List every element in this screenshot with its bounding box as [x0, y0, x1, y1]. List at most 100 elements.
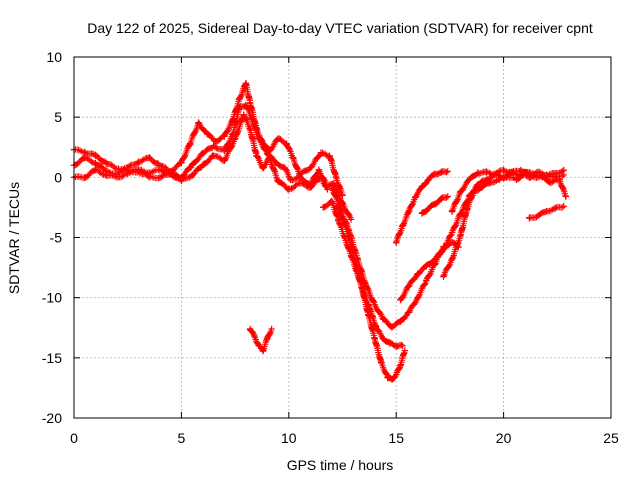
- data-point: [266, 154, 273, 162]
- data-point: [560, 171, 567, 179]
- data-point: [388, 323, 396, 330]
- data-point: [135, 168, 142, 175]
- data-point: [393, 342, 400, 349]
- data-point: [423, 263, 430, 270]
- data-point: [543, 171, 550, 179]
- data-point: [283, 140, 290, 147]
- data-point: [405, 308, 413, 316]
- data-series: [246, 325, 275, 355]
- data-point: [255, 342, 262, 349]
- data-point: [255, 135, 262, 143]
- data-point: [457, 210, 464, 217]
- data-point: [380, 316, 387, 323]
- data-point: [399, 342, 406, 349]
- data-point: [307, 183, 314, 191]
- data-point: [440, 246, 447, 253]
- data-point: [221, 133, 228, 140]
- data-point: [380, 335, 387, 342]
- data-point: [167, 170, 174, 177]
- data-point: [274, 135, 282, 143]
- data-point: [399, 222, 406, 229]
- data-point: [317, 174, 325, 181]
- data-point: [483, 176, 490, 183]
- data-point: [285, 186, 292, 193]
- data-point: [412, 193, 419, 200]
- data-point: [377, 359, 385, 366]
- data-point: [103, 159, 110, 167]
- data-point: [470, 188, 477, 195]
- data-point: [337, 205, 344, 212]
- data-point: [287, 176, 295, 183]
- y-tick-label: 10: [46, 49, 62, 65]
- data-point: [246, 325, 254, 333]
- data-point: [268, 325, 275, 333]
- data-point: [414, 294, 421, 301]
- data-point: [371, 335, 378, 342]
- data-point: [113, 174, 121, 181]
- data-point: [448, 207, 456, 215]
- data-point: [393, 371, 400, 378]
- data-point: [195, 119, 202, 127]
- data-point: [365, 311, 372, 318]
- data-point: [332, 174, 340, 181]
- data-point: [508, 169, 516, 176]
- data-point: [388, 376, 396, 383]
- data-point: [92, 166, 99, 174]
- data-point: [474, 169, 482, 176]
- data-point: [444, 168, 451, 175]
- data-point: [440, 272, 447, 280]
- data-point: [274, 177, 282, 185]
- data-point: [384, 373, 391, 381]
- data-point: [547, 178, 555, 186]
- data-point: [264, 150, 271, 157]
- data-point: [156, 166, 164, 174]
- data-point: [81, 154, 88, 162]
- data-point: [259, 164, 267, 171]
- data-point: [135, 158, 142, 165]
- data-point: [487, 178, 494, 186]
- y-tick-label: -5: [50, 230, 63, 246]
- data-point: [281, 164, 288, 171]
- data-point: [178, 159, 185, 167]
- data-point: [199, 162, 207, 169]
- data-point: [478, 183, 486, 191]
- data-point: [156, 174, 164, 181]
- data-point: [81, 174, 88, 181]
- data-point: [543, 207, 550, 215]
- data-point: [431, 255, 439, 263]
- data-series: [448, 166, 567, 215]
- data-point: [145, 154, 153, 162]
- data-point: [466, 176, 473, 183]
- data-point: [418, 183, 426, 191]
- data-point: [405, 282, 413, 289]
- data-point: [188, 162, 196, 169]
- data-point: [534, 212, 542, 220]
- data-series: [393, 168, 451, 247]
- data-point: [92, 152, 99, 159]
- data-point: [425, 176, 432, 183]
- data-point: [551, 174, 559, 181]
- data-point: [103, 171, 110, 179]
- data-point: [259, 347, 267, 354]
- data-point: [145, 174, 153, 181]
- data-point: [335, 216, 342, 223]
- data-point: [345, 227, 353, 234]
- data-point: [386, 340, 393, 347]
- data-point: [246, 99, 254, 106]
- data-point: [513, 176, 520, 183]
- data-point: [444, 193, 451, 200]
- data-point: [236, 104, 243, 111]
- data-point: [362, 282, 370, 289]
- data-point: [236, 95, 243, 103]
- data-point: [474, 181, 482, 188]
- y-axis-label: SDTVAR / TECUs: [6, 182, 22, 294]
- data-point: [418, 210, 426, 217]
- data-point: [397, 318, 404, 325]
- data-point: [92, 159, 99, 167]
- data-point: [560, 203, 567, 210]
- data-series: [418, 193, 451, 217]
- data-point: [496, 176, 503, 183]
- data-point: [253, 152, 260, 159]
- y-tick-label: -15: [42, 350, 62, 366]
